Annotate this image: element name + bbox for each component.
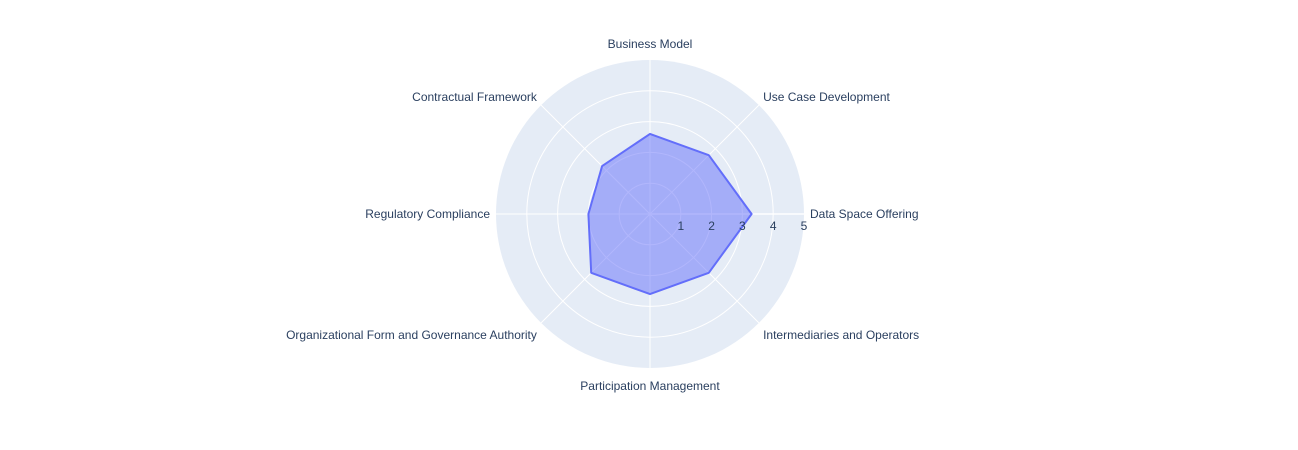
- radial-tick-label: 3: [739, 219, 746, 233]
- category-label: Organizational Form and Governance Autho…: [286, 328, 537, 342]
- category-labels: Data Space Offering Use Case Development B…: [286, 37, 919, 393]
- radial-tick-label: 1: [677, 219, 684, 233]
- category-label: Intermediaries and Operators: [763, 328, 919, 342]
- category-label: Contractual Framework: [412, 90, 538, 104]
- radial-tick-labels: 1 2 3 4 5: [677, 219, 807, 233]
- category-label: Participation Management: [580, 379, 720, 393]
- category-label: Regulatory Compliance: [365, 207, 490, 221]
- category-label: Use Case Development: [763, 90, 890, 104]
- radial-tick-label: 4: [770, 219, 777, 233]
- data-series: [587, 132, 753, 296]
- category-label: Business Model: [608, 37, 693, 51]
- radial-tick-label: 2: [708, 219, 715, 233]
- radial-tick-label: 5: [801, 219, 808, 233]
- category-label: Data Space Offering: [810, 207, 919, 221]
